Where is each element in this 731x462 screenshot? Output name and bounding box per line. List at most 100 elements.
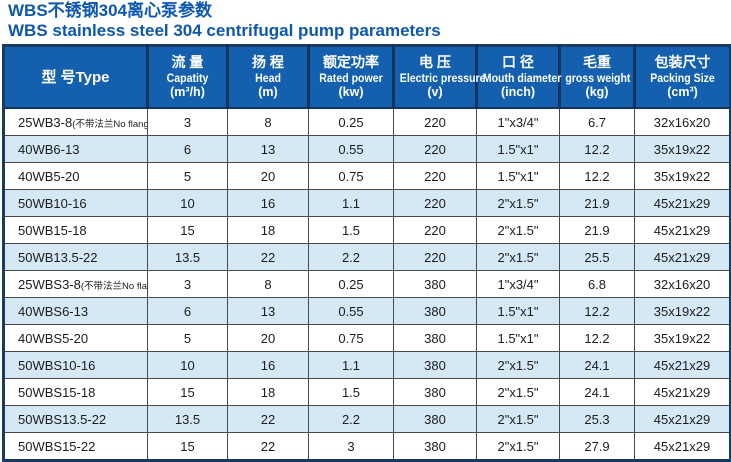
cell-voltage: 220 [393, 107, 477, 136]
cell-packing: 35x19x22 [634, 162, 731, 190]
cell-diameter: 1"x3/4" [476, 107, 560, 136]
cell-power: 3 [308, 432, 394, 461]
cell-power: 1.5 [308, 216, 394, 244]
cell-model: 50WBS13.5-22 [3, 405, 148, 433]
table-row: 40WBS5-20 5 20 0.75 380 1.5"x1" 12.2 35x… [3, 324, 731, 352]
page-title-chinese: WBS不锈钢304离心泵参数 [8, 1, 213, 20]
cell-model: 40WBS5-20 [3, 324, 148, 352]
cell-weight: 12.2 [559, 162, 635, 190]
cell-model: 50WB15-18 [3, 216, 148, 244]
cell-weight: 27.9 [559, 432, 635, 461]
cell-power: 1.5 [308, 378, 394, 406]
cell-model: 25WB3-8(不带法兰No flange.) [3, 107, 148, 136]
table-row: 50WBS15-22 15 22 3 380 2"x1.5" 27.9 45x2… [3, 432, 731, 461]
cell-capacity: 15 [147, 216, 228, 244]
cell-capacity: 3 [147, 107, 228, 136]
cell-diameter: 1"x3/4" [476, 270, 560, 298]
cell-power: 0.25 [308, 270, 394, 298]
cell-packing: 45x21x29 [634, 405, 731, 433]
cell-weight: 12.2 [559, 297, 635, 325]
cell-capacity: 13.5 [147, 405, 228, 433]
cell-diameter: 2"x1.5" [476, 189, 560, 217]
header-type: 型 号Type [3, 45, 149, 109]
cell-capacity: 13.5 [147, 243, 228, 271]
cell-voltage: 380 [393, 270, 477, 298]
cell-packing: 35x19x22 [634, 297, 731, 325]
cell-packing: 45x21x29 [634, 216, 731, 244]
cell-capacity: 5 [147, 324, 228, 352]
cell-capacity: 15 [147, 378, 228, 406]
cell-packing: 45x21x29 [634, 432, 731, 461]
table-row: 50WBS10-16 10 16 1.1 380 2"x1.5" 24.1 45… [3, 351, 731, 379]
cell-model: 25WBS3-8(不带法兰No flange.) [3, 270, 148, 298]
cell-voltage: 220 [393, 243, 477, 271]
cell-model: 40WB5-20 [3, 162, 148, 190]
cell-model: 50WB10-16 [3, 189, 148, 217]
cell-capacity: 6 [147, 135, 228, 163]
cell-diameter: 2"x1.5" [476, 351, 560, 379]
cell-diameter: 2"x1.5" [476, 405, 560, 433]
cell-capacity: 15 [147, 432, 228, 461]
cell-voltage: 380 [393, 405, 477, 433]
cell-power: 1.1 [308, 351, 394, 379]
cell-head: 20 [227, 162, 309, 190]
cell-diameter: 1.5"x1" [476, 297, 560, 325]
table-row: 25WBS3-8(不带法兰No flange.) 3 8 0.25 380 1"… [3, 270, 731, 298]
header-rated-power: 额定功率 Rated power (kw) [307, 45, 395, 109]
cell-power: 0.55 [308, 297, 394, 325]
cell-model: 50WBS15-18 [3, 378, 148, 406]
header-voltage: 电 压 Electric pressure (v) [392, 45, 486, 109]
cell-head: 22 [227, 243, 309, 271]
header-head: 扬 程 Head (m) [226, 45, 310, 109]
cell-power: 1.1 [308, 189, 394, 217]
table-row: 25WB3-8(不带法兰No flange.) 3 8 0.25 220 1"x… [3, 107, 731, 136]
cell-diameter: 1.5"x1" [476, 162, 560, 190]
page-title-english: WBS stainless steel 304 centrifugal pump… [8, 21, 441, 40]
header-packing-size: 包装尺寸 Packing Size (cm³) [633, 45, 731, 109]
cell-voltage: 220 [393, 189, 477, 217]
cell-power: 2.2 [308, 243, 394, 271]
header-gross-weight: 毛重 gross weight (kg) [558, 45, 636, 109]
cell-packing: 32x16x20 [634, 107, 731, 136]
cell-weight: 24.1 [559, 378, 635, 406]
cell-weight: 6.7 [559, 107, 635, 136]
table-row: 40WB5-20 5 20 0.75 220 1.5"x1" 12.2 35x1… [3, 162, 731, 190]
cell-weight: 12.2 [559, 135, 635, 163]
cell-power: 0.75 [308, 324, 394, 352]
cell-power: 0.55 [308, 135, 394, 163]
cell-model: 50WBS15-22 [3, 432, 148, 461]
cell-weight: 12.2 [559, 324, 635, 352]
cell-head: 13 [227, 297, 309, 325]
cell-packing: 45x21x29 [634, 189, 731, 217]
cell-diameter: 1.5"x1" [476, 324, 560, 352]
cell-weight: 21.9 [559, 189, 635, 217]
cell-voltage: 380 [393, 297, 477, 325]
table-row: 50WB13.5-22 13.5 22 2.2 220 2"x1.5" 25.5… [3, 243, 731, 271]
cell-capacity: 6 [147, 297, 228, 325]
header-row: 型 号Type 流 量 Capatity (m³/h) 扬 程 Head (m) 额定功… [3, 45, 731, 109]
cell-diameter: 1.5"x1" [476, 135, 560, 163]
cell-voltage: 220 [393, 162, 477, 190]
cell-packing: 45x21x29 [634, 351, 731, 379]
cell-voltage: 380 [393, 351, 477, 379]
cell-voltage: 380 [393, 432, 477, 461]
cell-voltage: 220 [393, 135, 477, 163]
cell-capacity: 10 [147, 351, 228, 379]
cell-voltage: 380 [393, 378, 477, 406]
cell-packing: 45x21x29 [634, 243, 731, 271]
cell-diameter: 2"x1.5" [476, 378, 560, 406]
cell-head: 18 [227, 378, 309, 406]
cell-head: 22 [227, 432, 309, 461]
cell-model: 40WB6-13 [3, 135, 148, 163]
cell-packing: 35x19x22 [634, 324, 731, 352]
cell-packing: 35x19x22 [634, 135, 731, 163]
table-row: 40WB6-13 6 13 0.55 220 1.5"x1" 12.2 35x1… [3, 135, 731, 163]
cell-power: 0.25 [308, 107, 394, 136]
pump-parameters-table: 型 号Type 流 量 Capatity (m³/h) 扬 程 Head (m) 额定功… [2, 44, 731, 462]
cell-packing: 45x21x29 [634, 378, 731, 406]
cell-weight: 25.5 [559, 243, 635, 271]
cell-diameter: 2"x1.5" [476, 216, 560, 244]
cell-head: 20 [227, 324, 309, 352]
cell-capacity: 3 [147, 270, 228, 298]
cell-head: 16 [227, 351, 309, 379]
